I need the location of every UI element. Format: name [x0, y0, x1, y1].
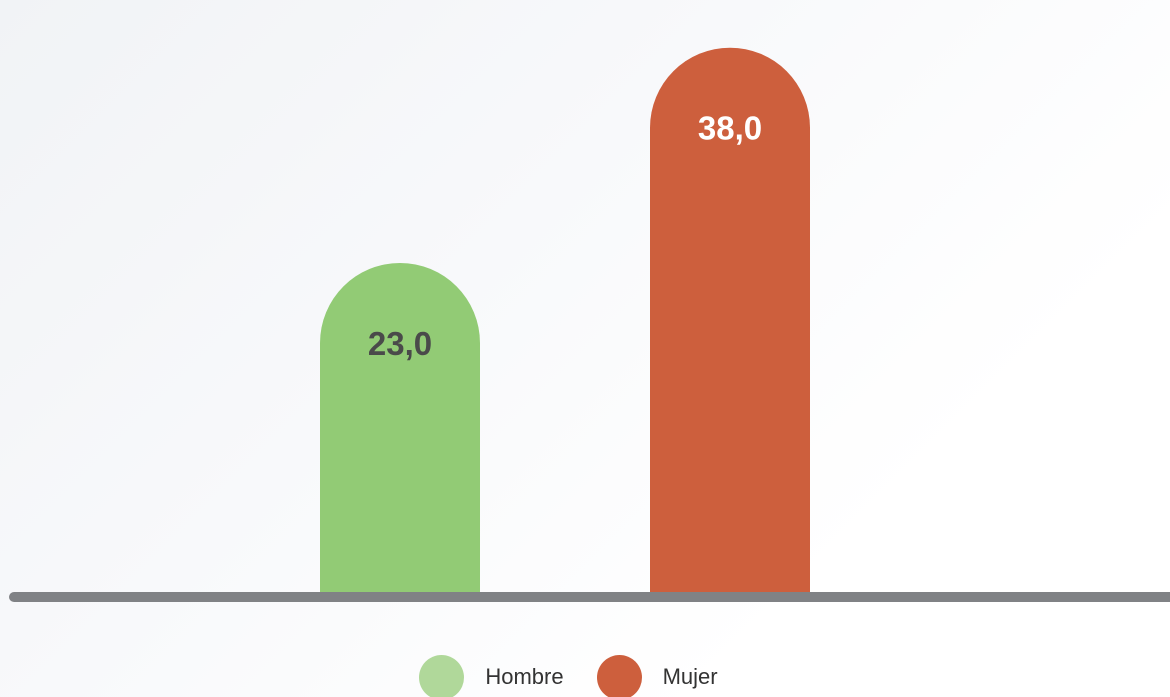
legend-item-mujer: Mujer	[596, 654, 738, 697]
legend-item-hombre: Hombre	[419, 654, 583, 697]
legend-label-hombre: Hombre	[485, 664, 564, 689]
legend-swatch-hombre	[419, 654, 465, 697]
legend: Hombre Mujer	[0, 654, 1170, 697]
legend-swatch-mujer	[596, 654, 642, 697]
data-label-mujer: 38,0	[698, 110, 762, 147]
legend-label-mujer: Mujer	[662, 664, 718, 689]
bar-hombre	[320, 262, 480, 593]
data-label-hombre: 23,0	[368, 325, 432, 362]
bar-mujer	[650, 47, 810, 593]
